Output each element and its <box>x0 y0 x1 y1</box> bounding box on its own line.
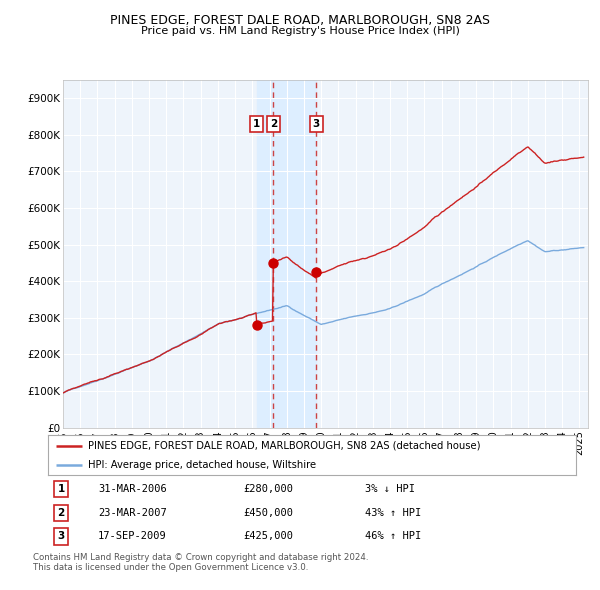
Text: 17-SEP-2009: 17-SEP-2009 <box>98 532 167 542</box>
Bar <box>257 80 316 428</box>
Text: 3% ↓ HPI: 3% ↓ HPI <box>365 484 415 494</box>
Text: 3: 3 <box>58 532 65 542</box>
Text: £425,000: £425,000 <box>244 532 293 542</box>
Text: 2: 2 <box>58 508 65 517</box>
Text: 1: 1 <box>253 119 260 129</box>
Text: Contains HM Land Registry data © Crown copyright and database right 2024.: Contains HM Land Registry data © Crown c… <box>33 553 368 562</box>
Text: HPI: Average price, detached house, Wiltshire: HPI: Average price, detached house, Wilt… <box>88 460 316 470</box>
Text: 2: 2 <box>270 119 277 129</box>
Text: 43% ↑ HPI: 43% ↑ HPI <box>365 508 421 517</box>
Text: PINES EDGE, FOREST DALE ROAD, MARLBOROUGH, SN8 2AS (detached house): PINES EDGE, FOREST DALE ROAD, MARLBOROUG… <box>88 441 480 451</box>
Text: PINES EDGE, FOREST DALE ROAD, MARLBOROUGH, SN8 2AS: PINES EDGE, FOREST DALE ROAD, MARLBOROUG… <box>110 14 490 27</box>
Text: 23-MAR-2007: 23-MAR-2007 <box>98 508 167 517</box>
Text: 31-MAR-2006: 31-MAR-2006 <box>98 484 167 494</box>
Text: 3: 3 <box>313 119 320 129</box>
Text: This data is licensed under the Open Government Licence v3.0.: This data is licensed under the Open Gov… <box>33 563 308 572</box>
Text: £280,000: £280,000 <box>244 484 293 494</box>
Text: £450,000: £450,000 <box>244 508 293 517</box>
Text: 46% ↑ HPI: 46% ↑ HPI <box>365 532 421 542</box>
Text: Price paid vs. HM Land Registry's House Price Index (HPI): Price paid vs. HM Land Registry's House … <box>140 26 460 36</box>
Text: 1: 1 <box>58 484 65 494</box>
